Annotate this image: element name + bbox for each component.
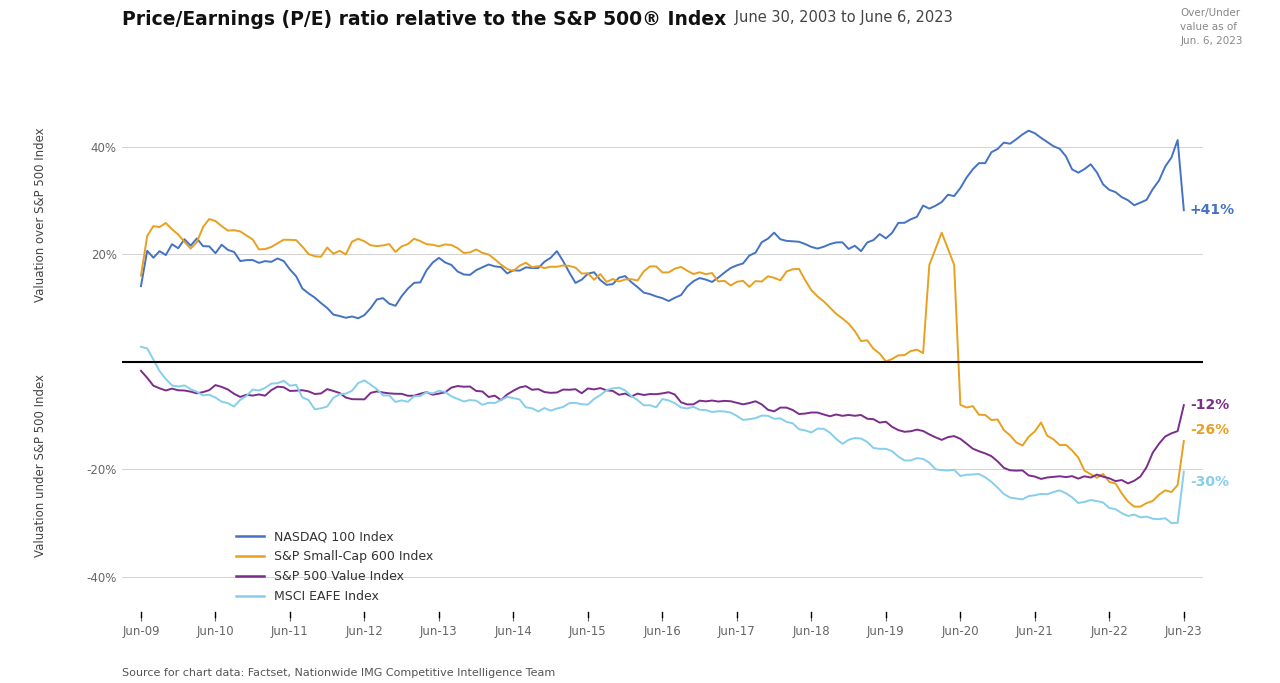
Text: -26%: -26% [1190,423,1229,437]
Legend: NASDAQ 100 Index, S&P Small-Cap 600 Index, S&P 500 Value Index, MSCI EAFE Index: NASDAQ 100 Index, S&P Small-Cap 600 Inde… [236,531,433,603]
Text: -12%: -12% [1190,398,1229,412]
Text: Price/Earnings (P/E) ratio relative to the S&P 500® Index: Price/Earnings (P/E) ratio relative to t… [122,10,726,29]
Text: +41%: +41% [1190,204,1235,217]
Text: Source for chart data: Factset, Nationwide IMG Competitive Intelligence Team: Source for chart data: Factset, Nationwi… [122,667,554,678]
Text: -30%: -30% [1190,475,1229,490]
Text: Valuation under S&P 500 Index: Valuation under S&P 500 Index [35,374,47,557]
Text: Over/Under
value as of
Jun. 6, 2023: Over/Under value as of Jun. 6, 2023 [1180,8,1243,46]
Text: Valuation over S&P 500 Index: Valuation over S&P 500 Index [35,128,47,303]
Text: June 30, 2003 to June 6, 2023: June 30, 2003 to June 6, 2023 [730,10,952,25]
